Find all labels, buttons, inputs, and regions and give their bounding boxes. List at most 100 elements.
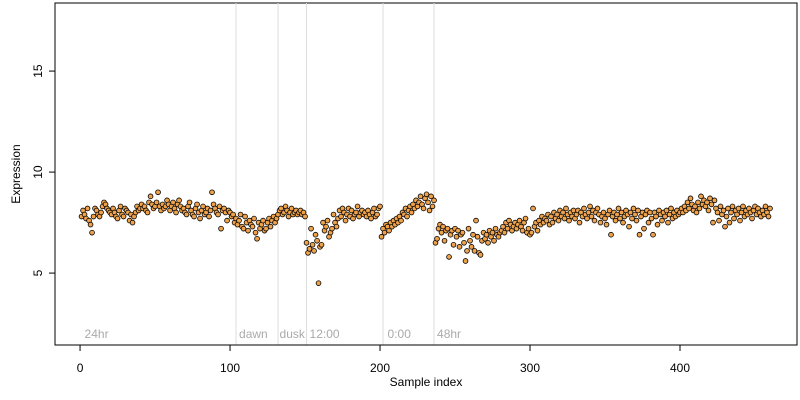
point: [635, 207, 641, 214]
point: [254, 235, 260, 242]
point: [528, 229, 535, 236]
point: [381, 229, 388, 236]
point: [200, 203, 206, 210]
point: [686, 205, 692, 212]
point: [374, 211, 380, 218]
x-tick-label: 100: [220, 361, 240, 375]
point: [584, 215, 590, 222]
point: [240, 225, 247, 232]
point: [218, 225, 224, 232]
point: [647, 209, 653, 216]
point: [153, 199, 160, 206]
point: [734, 211, 740, 218]
x-tick-label: 200: [370, 361, 390, 375]
point: [708, 201, 715, 208]
point: [530, 205, 536, 212]
phase-label: 24hr: [85, 327, 109, 341]
point: [561, 215, 568, 222]
point: [684, 199, 691, 206]
point: [251, 215, 257, 222]
phase-label: dawn: [239, 327, 268, 341]
x-tick-label: 300: [520, 361, 540, 375]
phase-label: 12:00: [310, 327, 340, 341]
point: [456, 244, 463, 250]
point: [714, 209, 721, 216]
point: [717, 203, 724, 210]
point: [470, 231, 476, 238]
point: [308, 225, 314, 232]
point: [209, 189, 215, 196]
point: [485, 239, 491, 246]
point: [696, 205, 703, 212]
point: [492, 225, 499, 232]
point: [87, 221, 94, 228]
point: [591, 217, 598, 224]
point: [473, 217, 479, 224]
point: [641, 225, 647, 232]
point: [378, 233, 385, 240]
point: [710, 219, 716, 226]
point: [662, 213, 668, 220]
point: [324, 217, 331, 224]
point: [618, 209, 625, 216]
point: [600, 209, 607, 216]
point: [687, 195, 694, 202]
point: [320, 219, 326, 226]
point: [729, 203, 736, 210]
point: [371, 205, 377, 212]
point: [354, 203, 361, 210]
point: [431, 197, 437, 204]
point: [215, 211, 221, 218]
point: [216, 203, 223, 210]
point: [206, 213, 212, 220]
point: [263, 225, 269, 232]
point: [428, 193, 434, 200]
point: [705, 207, 712, 214]
point: [666, 211, 673, 218]
point: [453, 233, 460, 240]
point: [519, 227, 526, 234]
point: [342, 217, 349, 224]
point: [653, 213, 659, 220]
point: [237, 211, 244, 218]
point: [620, 219, 626, 226]
point: [606, 207, 613, 214]
point: [120, 213, 127, 220]
point: [585, 209, 592, 216]
point: [663, 207, 670, 214]
point: [617, 215, 623, 222]
point: [306, 246, 313, 252]
phase-label: dusk: [280, 327, 306, 341]
point: [720, 207, 727, 214]
point: [170, 199, 176, 206]
point: [723, 213, 730, 220]
point: [114, 215, 121, 222]
point: [147, 193, 154, 200]
point: [491, 237, 497, 244]
point: [194, 201, 200, 208]
point: [245, 227, 251, 234]
point: [725, 205, 731, 212]
point: [417, 193, 424, 200]
point: [288, 205, 295, 212]
point: [207, 207, 214, 214]
point: [597, 219, 604, 226]
point: [278, 205, 284, 212]
point: [588, 213, 595, 220]
point: [636, 231, 643, 238]
point: [522, 215, 529, 222]
x-axis-label: Sample index: [390, 375, 463, 389]
point: [465, 225, 472, 232]
point: [191, 213, 197, 220]
x-tick-label: 400: [670, 361, 690, 375]
point: [348, 207, 355, 214]
point: [548, 213, 554, 220]
point: [338, 213, 344, 220]
point: [144, 209, 151, 216]
y-tick-label: 10: [31, 165, 45, 179]
point: [90, 213, 97, 220]
point: [543, 217, 550, 224]
point: [738, 209, 745, 216]
point: [648, 215, 655, 222]
point: [176, 197, 182, 204]
